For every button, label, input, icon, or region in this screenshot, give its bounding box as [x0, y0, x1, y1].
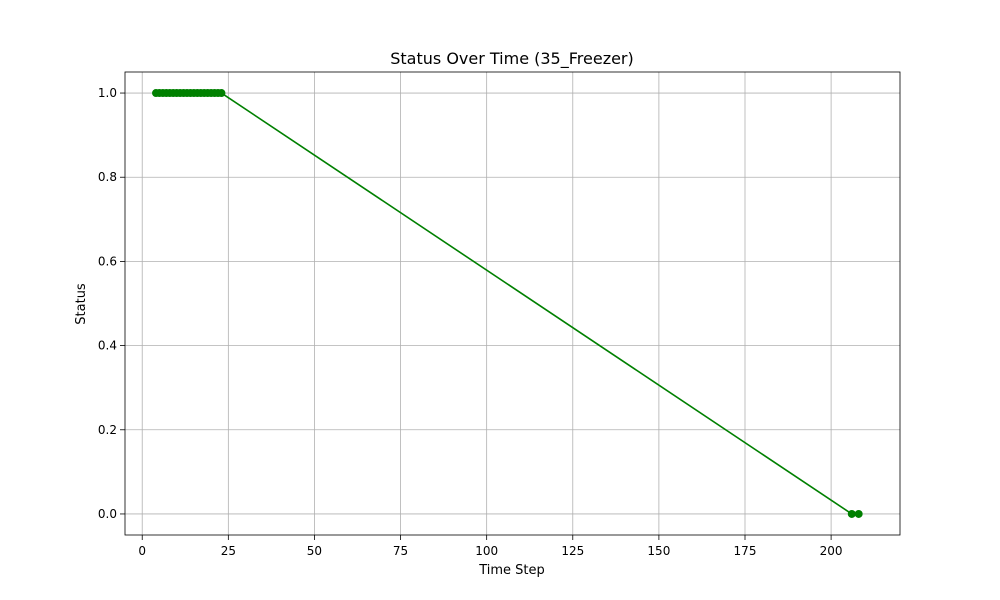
series-layer [152, 89, 863, 518]
y-tick-label: 0.0 [98, 507, 117, 521]
plot-frame [124, 71, 901, 536]
grid [125, 72, 900, 535]
y-tick-label: 0.2 [98, 423, 117, 437]
data-point [847, 509, 856, 518]
data-point [217, 89, 226, 98]
y-tick-label: 0.6 [98, 254, 117, 268]
y-axis-ticks: 0.0 0.2 0.4 0.6 0.8 1.0 [98, 86, 125, 521]
data-point [854, 509, 863, 518]
x-tick-label: 125 [561, 544, 584, 558]
x-tick-label: 75 [393, 544, 408, 558]
y-tick-label: 0.8 [98, 170, 117, 184]
x-tick-label: 175 [734, 544, 757, 558]
x-tick-label: 200 [820, 544, 843, 558]
series-line [156, 92, 859, 515]
x-tick-label: 50 [307, 544, 322, 558]
x-tick-label: 100 [475, 544, 498, 558]
chart-title: Status Over Time (35_Freezer) [390, 49, 634, 69]
x-axis-ticks: 0 25 50 75 100 125 150 175 200 [138, 535, 843, 558]
y-tick-label: 1.0 [98, 86, 117, 100]
x-axis-label: Time Step [478, 563, 545, 578]
y-tick-label: 0.4 [98, 339, 117, 353]
x-tick-label: 150 [647, 544, 670, 558]
x-tick-label: 0 [138, 544, 146, 558]
y-axis-label: Status [74, 283, 89, 325]
x-tick-label: 25 [221, 544, 236, 558]
